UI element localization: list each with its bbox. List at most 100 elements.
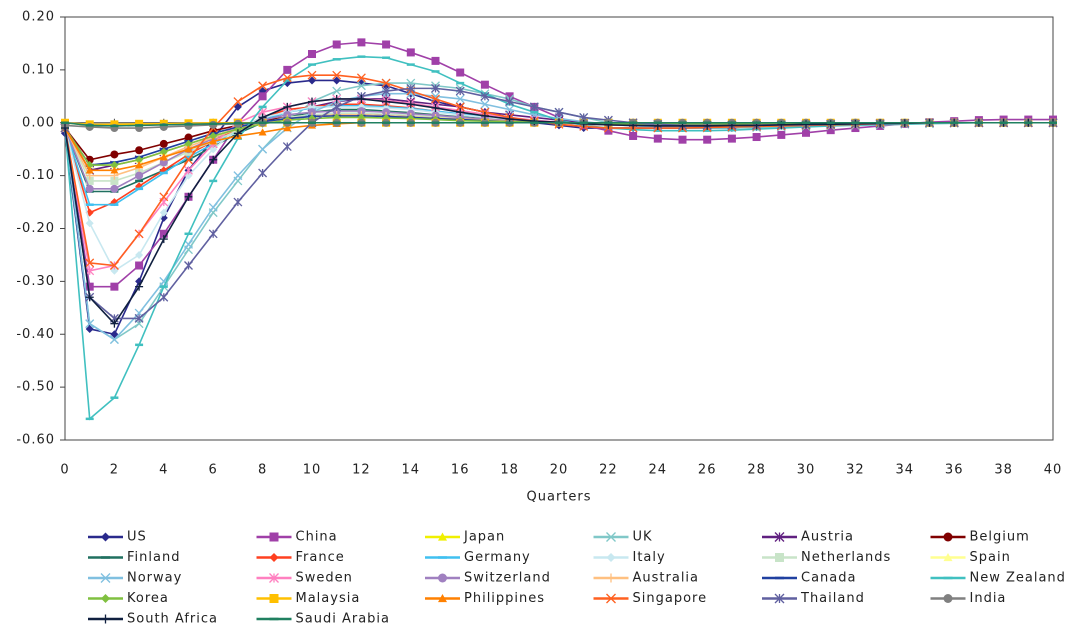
y-tick-label: -0.20 [16,221,55,236]
marker [135,250,144,259]
marker [85,176,94,185]
marker [307,70,317,80]
marker [678,135,687,144]
marker-stroke [85,319,95,329]
legend-label: Germany [464,550,531,565]
marker [269,532,279,542]
marker [159,139,168,148]
marker [283,124,292,132]
marker [209,155,218,164]
marker [356,81,366,91]
marker [135,161,144,169]
marker [109,261,119,270]
marker [554,107,564,117]
marker [943,532,953,542]
y-tick-label: -0.10 [16,168,55,183]
marker-shape [135,146,144,155]
marker-shape [752,133,761,142]
x-tick-label: 40 [1044,463,1063,478]
marker-shape [209,131,218,140]
x-tick-label: 18 [500,463,519,478]
marker [85,166,94,174]
marker-shape [357,38,366,47]
marker [110,161,119,170]
marker [61,124,69,133]
marker [752,133,761,142]
marker [110,166,119,174]
marker [357,38,366,47]
marker [209,137,218,145]
marker [85,324,94,333]
marker [606,532,616,542]
plot-area [64,16,1054,441]
marker [406,48,415,57]
marker-shape [703,135,712,144]
marker-shape [184,145,193,153]
legend-label: Spain [970,550,1011,565]
legend-label: Italy [633,550,666,565]
legend-label: Singapore [633,591,708,606]
x-tick-label: 4 [159,463,168,478]
marker-shape [943,594,953,603]
x-tick-label: 34 [896,463,915,478]
marker [135,261,144,270]
marker [258,113,267,122]
legend-label: Sweden [296,571,353,586]
marker-stroke [159,192,169,202]
marker [184,239,193,249]
marker [282,142,292,152]
x-tick-label: 0 [60,463,69,478]
marker-shape [269,532,279,542]
marker [135,155,144,164]
marker [774,532,785,542]
marker [438,594,447,603]
marker-stroke [258,144,268,154]
marker-shape [101,594,110,603]
marker-stroke [184,239,193,249]
x-tick-label: 8 [258,463,267,478]
marker [85,258,95,268]
marker-shape [606,553,616,562]
marker-shape [85,324,94,333]
marker [184,155,193,165]
marker-shape [101,532,110,542]
marker [184,192,193,201]
x-tick-label: 30 [797,463,816,478]
marker-stroke [85,258,95,268]
marker [184,133,193,142]
marker-stroke [505,105,515,114]
marker [135,146,144,155]
marker-shape [258,92,267,101]
marker-shape [678,135,687,144]
marker [653,134,662,143]
marker [381,86,391,96]
marker [159,292,169,302]
marker-shape [438,532,447,541]
marker-shape [85,176,94,185]
marker [134,229,144,239]
marker-stroke [381,78,391,88]
marker [943,594,953,603]
marker [85,293,94,302]
marker-shape [283,65,292,74]
marker-stroke [606,593,616,604]
legend-label: US [127,530,147,545]
marker [110,319,119,328]
marker [269,553,279,562]
marker-shape [159,139,168,148]
marker-stroke [134,229,144,239]
marker-shape [110,282,119,291]
marker [431,83,440,93]
legend-label: Saudi Arabia [296,612,391,627]
marker [233,197,243,207]
marker [356,73,366,83]
marker-stroke [282,73,292,83]
marker [283,65,292,74]
legend-label: UK [633,530,653,545]
marker [308,97,316,106]
marker-shape [826,126,835,135]
marker [455,94,465,104]
y-tick-label: 0.10 [22,62,55,77]
marker [629,131,638,140]
